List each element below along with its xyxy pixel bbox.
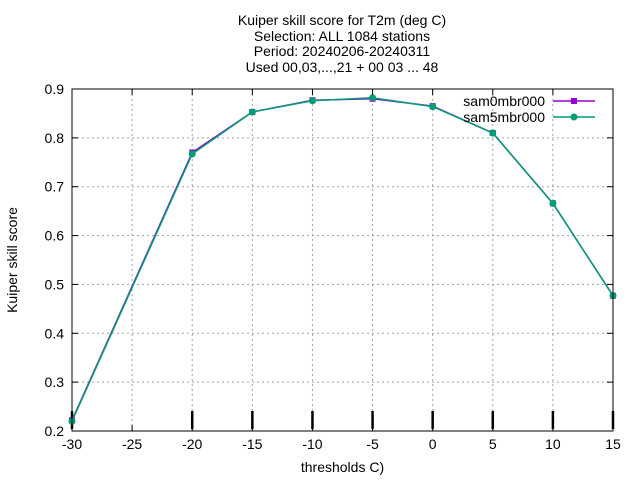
bottom-marker-ticks	[70, 411, 615, 429]
data-point	[429, 103, 437, 111]
x-tick-label: -5	[366, 436, 379, 452]
y-tick-label: 0.2	[45, 423, 65, 439]
grid	[72, 89, 613, 431]
y-tick-label: 0.8	[45, 130, 65, 146]
x-tick-label: 15	[605, 436, 621, 452]
y-tick-label: 0.7	[45, 179, 65, 195]
x-tick-label: 10	[545, 436, 561, 452]
legend-swatch-marker	[571, 98, 577, 104]
y-tick-label: 0.6	[45, 228, 65, 244]
plot-frame	[71, 88, 614, 432]
legend-label-sam5mbr000: sam5mbr000	[463, 109, 545, 125]
title-line-1: Kuiper skill score for T2m (deg C)	[238, 12, 446, 28]
data-point	[248, 108, 256, 116]
series-line	[71, 97, 614, 422]
x-tick-label: 0	[429, 436, 437, 452]
y-tick-label: 0.9	[45, 81, 65, 97]
title-line-4: Used 00,03,...,21 + 00 03 ... 48	[246, 59, 439, 75]
x-axis-ticks: -30 -25 -20 -15 -10 -5 0 5 10 15	[62, 89, 621, 452]
title-line-2: Selection: ALL 1084 stations	[254, 28, 430, 44]
y-tick-label: 0.4	[45, 325, 65, 341]
x-tick-label: -25	[122, 436, 142, 452]
series-line	[71, 98, 614, 421]
x-tick-label: -15	[242, 436, 262, 452]
y-axis-ticks: 0.2 0.3 0.4 0.5 0.6 0.7 0.8 0.9	[45, 81, 613, 439]
title-line-3: Period: 20240206-20240311	[254, 43, 431, 59]
data-point	[369, 94, 377, 102]
data-point	[549, 199, 557, 207]
y-tick-label: 0.3	[45, 374, 65, 390]
legend-label-sam0mbr000: sam0mbr000	[463, 93, 545, 109]
y-tick-label: 0.5	[45, 276, 65, 292]
data-point	[188, 150, 196, 158]
legend-swatch-marker	[570, 113, 578, 121]
x-axis-label: thresholds C)	[301, 459, 384, 475]
series-sam5mbr000	[68, 94, 617, 425]
data-point	[308, 97, 316, 105]
x-tick-label: -10	[302, 436, 322, 452]
series-sam0mbr000	[69, 95, 616, 424]
chart-title: Kuiper skill score for T2m (deg C) Selec…	[238, 12, 446, 75]
y-axis-label: Kuiper skill score	[4, 207, 20, 313]
x-tick-label: -30	[62, 436, 82, 452]
x-tick-label: 5	[489, 436, 497, 452]
x-tick-label: -20	[182, 436, 202, 452]
series-layer	[68, 94, 617, 425]
data-point	[489, 129, 497, 137]
